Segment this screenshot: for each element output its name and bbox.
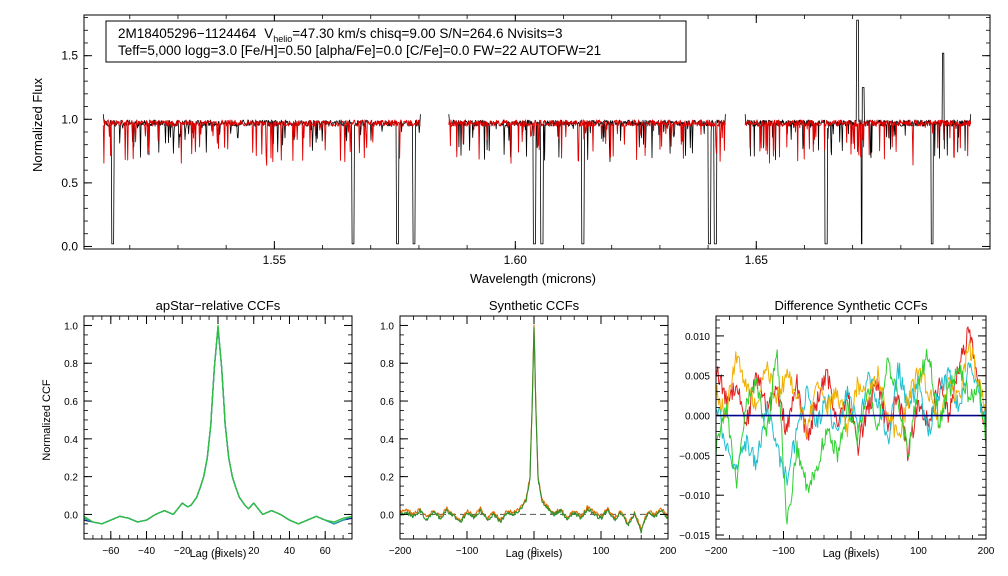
y-tick-label: 0.4 xyxy=(64,435,78,446)
y-tick-label: 0.8 xyxy=(380,359,394,370)
spectrum-ylabel: Normalized Flux xyxy=(30,78,45,172)
y-tick-label: 1.5 xyxy=(61,49,78,63)
x-tick-label: −40 xyxy=(138,546,155,557)
x-tick-label: −200 xyxy=(389,546,412,557)
series-line-diff-orange xyxy=(715,339,987,438)
x-tick-label: −100 xyxy=(772,546,795,557)
series-line-observed xyxy=(744,19,972,245)
y-tick-label: 0.8 xyxy=(64,359,78,370)
y-tick-label: 0.2 xyxy=(380,473,394,484)
series-line-diff-cyan xyxy=(715,362,987,486)
y-tick-label: −0.005 xyxy=(679,451,710,462)
annotation-frame xyxy=(105,20,687,63)
annotation-v-subscript: helio xyxy=(273,34,292,44)
y-tick-label: 0.0 xyxy=(64,510,78,521)
spectrum-panel: 1.55 1.60 1.65 0.0 0.5 1.0 1.5 Wavelength (mic… xyxy=(30,14,991,286)
series-line-ccf-green xyxy=(83,324,353,525)
difference-ccf-xlabel: Lag (pixels) xyxy=(823,548,880,560)
difference-ccf-title: Difference Synthetic CCFs xyxy=(775,298,928,313)
difference-ccf-ticks: −200 −100 0 100 200 −0.015 −0.010 −0.005 0.000 0.… xyxy=(679,316,995,557)
x-tick-label: 1.60 xyxy=(504,253,528,267)
y-tick-label: 0.010 xyxy=(685,332,710,343)
x-tick-label: 1.65 xyxy=(745,253,769,267)
y-tick-label: 1.0 xyxy=(61,112,78,126)
apstar-ccf-plot-area xyxy=(83,324,353,525)
series-line-model xyxy=(448,119,726,164)
x-tick-label: 20 xyxy=(248,546,260,557)
series-line-model xyxy=(102,119,421,166)
apstar-ccf-title: apStar−relative CCFs xyxy=(156,298,281,313)
x-tick-label: 200 xyxy=(978,546,995,557)
x-tick-label: 200 xyxy=(660,546,677,557)
x-tick-label: 0 xyxy=(531,546,537,557)
apstar-ccf-xlabel: Lag (pixels) xyxy=(190,548,247,560)
x-tick-label: −20 xyxy=(174,546,191,557)
spectrum-annotation-box: 2M18405296−1124464 Vhelio=47.30 km/s chis… xyxy=(105,20,687,63)
y-tick-label: 0.6 xyxy=(380,397,394,408)
y-tick-label: 1.0 xyxy=(64,321,78,332)
y-tick-label: 0.6 xyxy=(64,397,78,408)
x-tick-label: 0 xyxy=(848,546,854,557)
spectrum-xlabel: Wavelength (microns) xyxy=(470,271,596,286)
spectrum-plot-area xyxy=(102,19,972,245)
x-tick-label: −200 xyxy=(705,546,728,557)
annotation-line-1: 2M18405296−1124464 Vhelio=47.30 km/s chis… xyxy=(118,26,562,44)
series-line-model xyxy=(744,119,972,166)
y-tick-label: 0.5 xyxy=(61,176,78,190)
y-tick-label: −0.010 xyxy=(679,491,710,502)
apstar-ccf-panel: −60 −40 −20 0 20 40 60 0.0 0.2 0.4 0.6 0.8 1.0 apSta… xyxy=(41,298,353,560)
annotation-stats: =47.30 km/s chisq=9.00 S/N=264.6 Nvisits… xyxy=(292,26,562,41)
x-tick-label: 100 xyxy=(910,546,927,557)
y-tick-label: 1.0 xyxy=(380,321,394,332)
y-tick-label: 0.0 xyxy=(61,239,78,253)
annotation-star-id: 2M18405296−1124464 xyxy=(118,26,257,41)
x-tick-label: 60 xyxy=(320,546,332,557)
difference-ccf-panel: −200 −100 0 100 200 −0.015 −0.010 −0.005 0.000 0.… xyxy=(679,298,995,560)
series-line-ccf-green xyxy=(399,326,669,534)
y-tick-label: 0.2 xyxy=(64,473,78,484)
y-tick-label: 0.000 xyxy=(685,412,710,423)
x-tick-label: 100 xyxy=(593,546,610,557)
x-tick-label: 40 xyxy=(284,546,296,557)
difference-ccf-plot-area xyxy=(715,326,987,525)
spectrum-ticks: 1.55 1.60 1.65 0.0 0.5 1.0 1.5 xyxy=(61,15,990,267)
apstar-ccf-ylabel: Normalized CCF xyxy=(41,379,53,461)
apstar-ccf-ticks: −60 −40 −20 0 20 40 60 0.0 0.2 0.4 0.6 0.8 1.0 xyxy=(64,316,353,557)
x-tick-label: −60 xyxy=(102,546,119,557)
synthetic-ccf-title: Synthetic CCFs xyxy=(489,298,580,313)
synthetic-ccf-xlabel: Lag (pixels) xyxy=(506,548,563,560)
x-tick-label: 1.55 xyxy=(263,253,287,267)
annotation-line-2: Teff=5,000 logg=3.0 [Fe/H]=0.50 [alpha/F… xyxy=(118,43,601,58)
y-tick-label: 0.0 xyxy=(380,510,394,521)
y-tick-label: 0.4 xyxy=(380,435,394,446)
annotation-v-symbol: V xyxy=(264,26,273,41)
synthetic-ccf-ticks: −200 −100 0 100 200 0.0 0.2 0.4 0.6 0.8 1.0 xyxy=(380,316,677,557)
synthetic-ccf-plot-area xyxy=(399,324,669,534)
x-tick-label: −100 xyxy=(456,546,479,557)
y-tick-label: −0.015 xyxy=(679,531,710,542)
y-tick-label: 0.005 xyxy=(685,372,710,383)
synthetic-ccf-panel: −200 −100 0 100 200 0.0 0.2 0.4 0.6 0.8 1.0 Synthe… xyxy=(380,298,677,560)
x-tick-label: 0 xyxy=(215,546,221,557)
